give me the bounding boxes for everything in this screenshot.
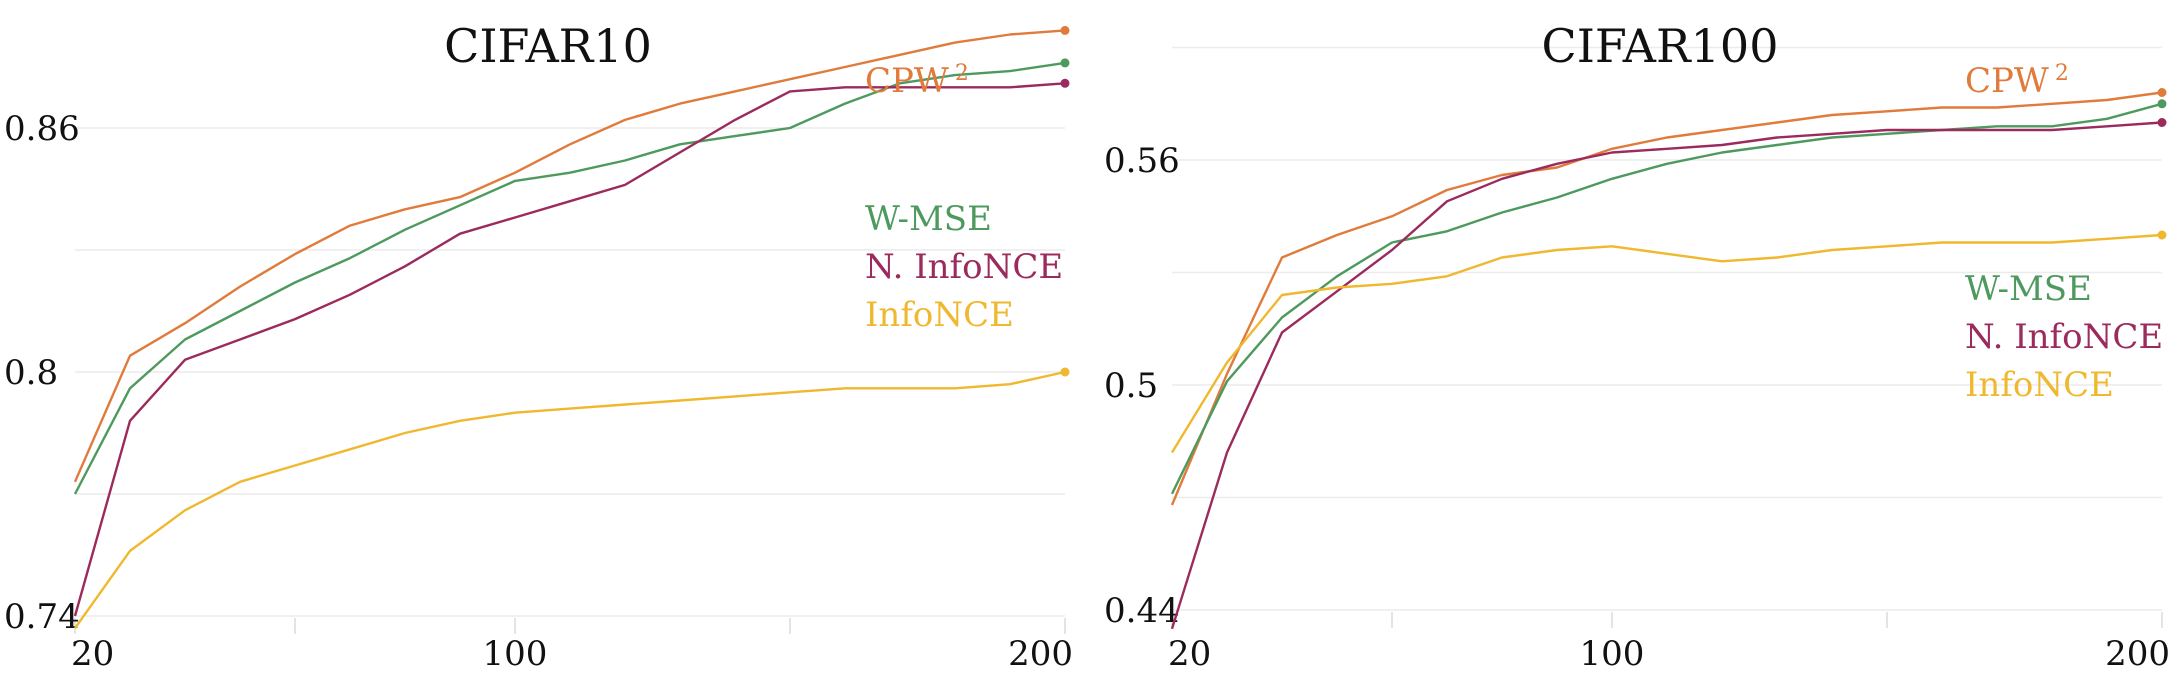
chart1-y-tick-label: 0.56 (1104, 141, 1180, 181)
chart1-y-tick-label: 0.5 (1104, 366, 1158, 406)
chart1-x-tick-label: 200 (2105, 634, 2170, 674)
chart0-series-line-n-infonce (73, 82, 1066, 617)
chart1-series-line-w-mse (1170, 102, 2163, 495)
chart0-y-tick-label: 0.8 (4, 353, 58, 393)
chart1-point-cpw2 (2157, 88, 2167, 97)
chart0-legend-w-mse: W-MSE (865, 199, 992, 239)
chart1-legend-cpw2: CPW 2 (1965, 61, 2069, 101)
chart0-point-infonce (1060, 367, 1070, 377)
chart1-x-tick-label: 20 (1168, 634, 1211, 674)
chart1-x-tick-label: 100 (1580, 634, 1645, 674)
chart0-legend-cpw2: CPW 2 (865, 61, 969, 101)
chart1-series-line-infonce (1170, 233, 2163, 454)
chart0-legend-infonce: InfoNCE (865, 295, 1014, 335)
chart0-x-tick-label: 20 (71, 634, 114, 674)
chart-panel-cifar10: CIFAR10 0.74 0.8 0.86 20 100 200 CPW 2 W-MSE N. In… (4, 19, 1073, 674)
chart1-y-tick-label: 0.44 (1104, 591, 1180, 631)
chart0-series-line-cpw2 (73, 29, 1066, 483)
chart0-legend-n-infonce: N. InfoNCE (865, 247, 1063, 287)
chart1-legend-w-mse: W-MSE (1965, 269, 2092, 309)
chart0-x-tick-label: 100 (483, 634, 548, 674)
chart1-series-line-n-infonce (1170, 121, 2163, 630)
chart1-title: CIFAR100 (1542, 19, 1779, 73)
chart0-point-n-infonce (1060, 78, 1070, 88)
chart0-series-line-infonce (74, 370, 1066, 629)
chart0-y-tick-label: 0.74 (4, 597, 80, 637)
chart0-x-tick-label: 200 (1008, 634, 1073, 674)
chart1-legend-infonce: InfoNCE (1965, 365, 2114, 405)
chart1-point-n-infonce (2157, 118, 2167, 127)
chart1-point-infonce (2157, 230, 2167, 240)
chart1-point-w-mse (2157, 99, 2167, 109)
chart1-legend-n-infonce: N. InfoNCE (1965, 317, 2163, 357)
chart1-series-line-cpw2 (1170, 91, 2163, 506)
chart-panel-cifar100: CIFAR100 0.44 0.5 0.56 20 100 200 CPW 2 W-MSE N. I… (1104, 19, 2170, 674)
chart0-series-line-w-mse (73, 61, 1066, 495)
chart0-y-tick-label: 0.86 (4, 109, 80, 149)
chart0-point-cpw2 (1060, 25, 1070, 35)
chart0-title: CIFAR10 (444, 19, 652, 73)
chart0-point-w-mse (1060, 58, 1070, 68)
